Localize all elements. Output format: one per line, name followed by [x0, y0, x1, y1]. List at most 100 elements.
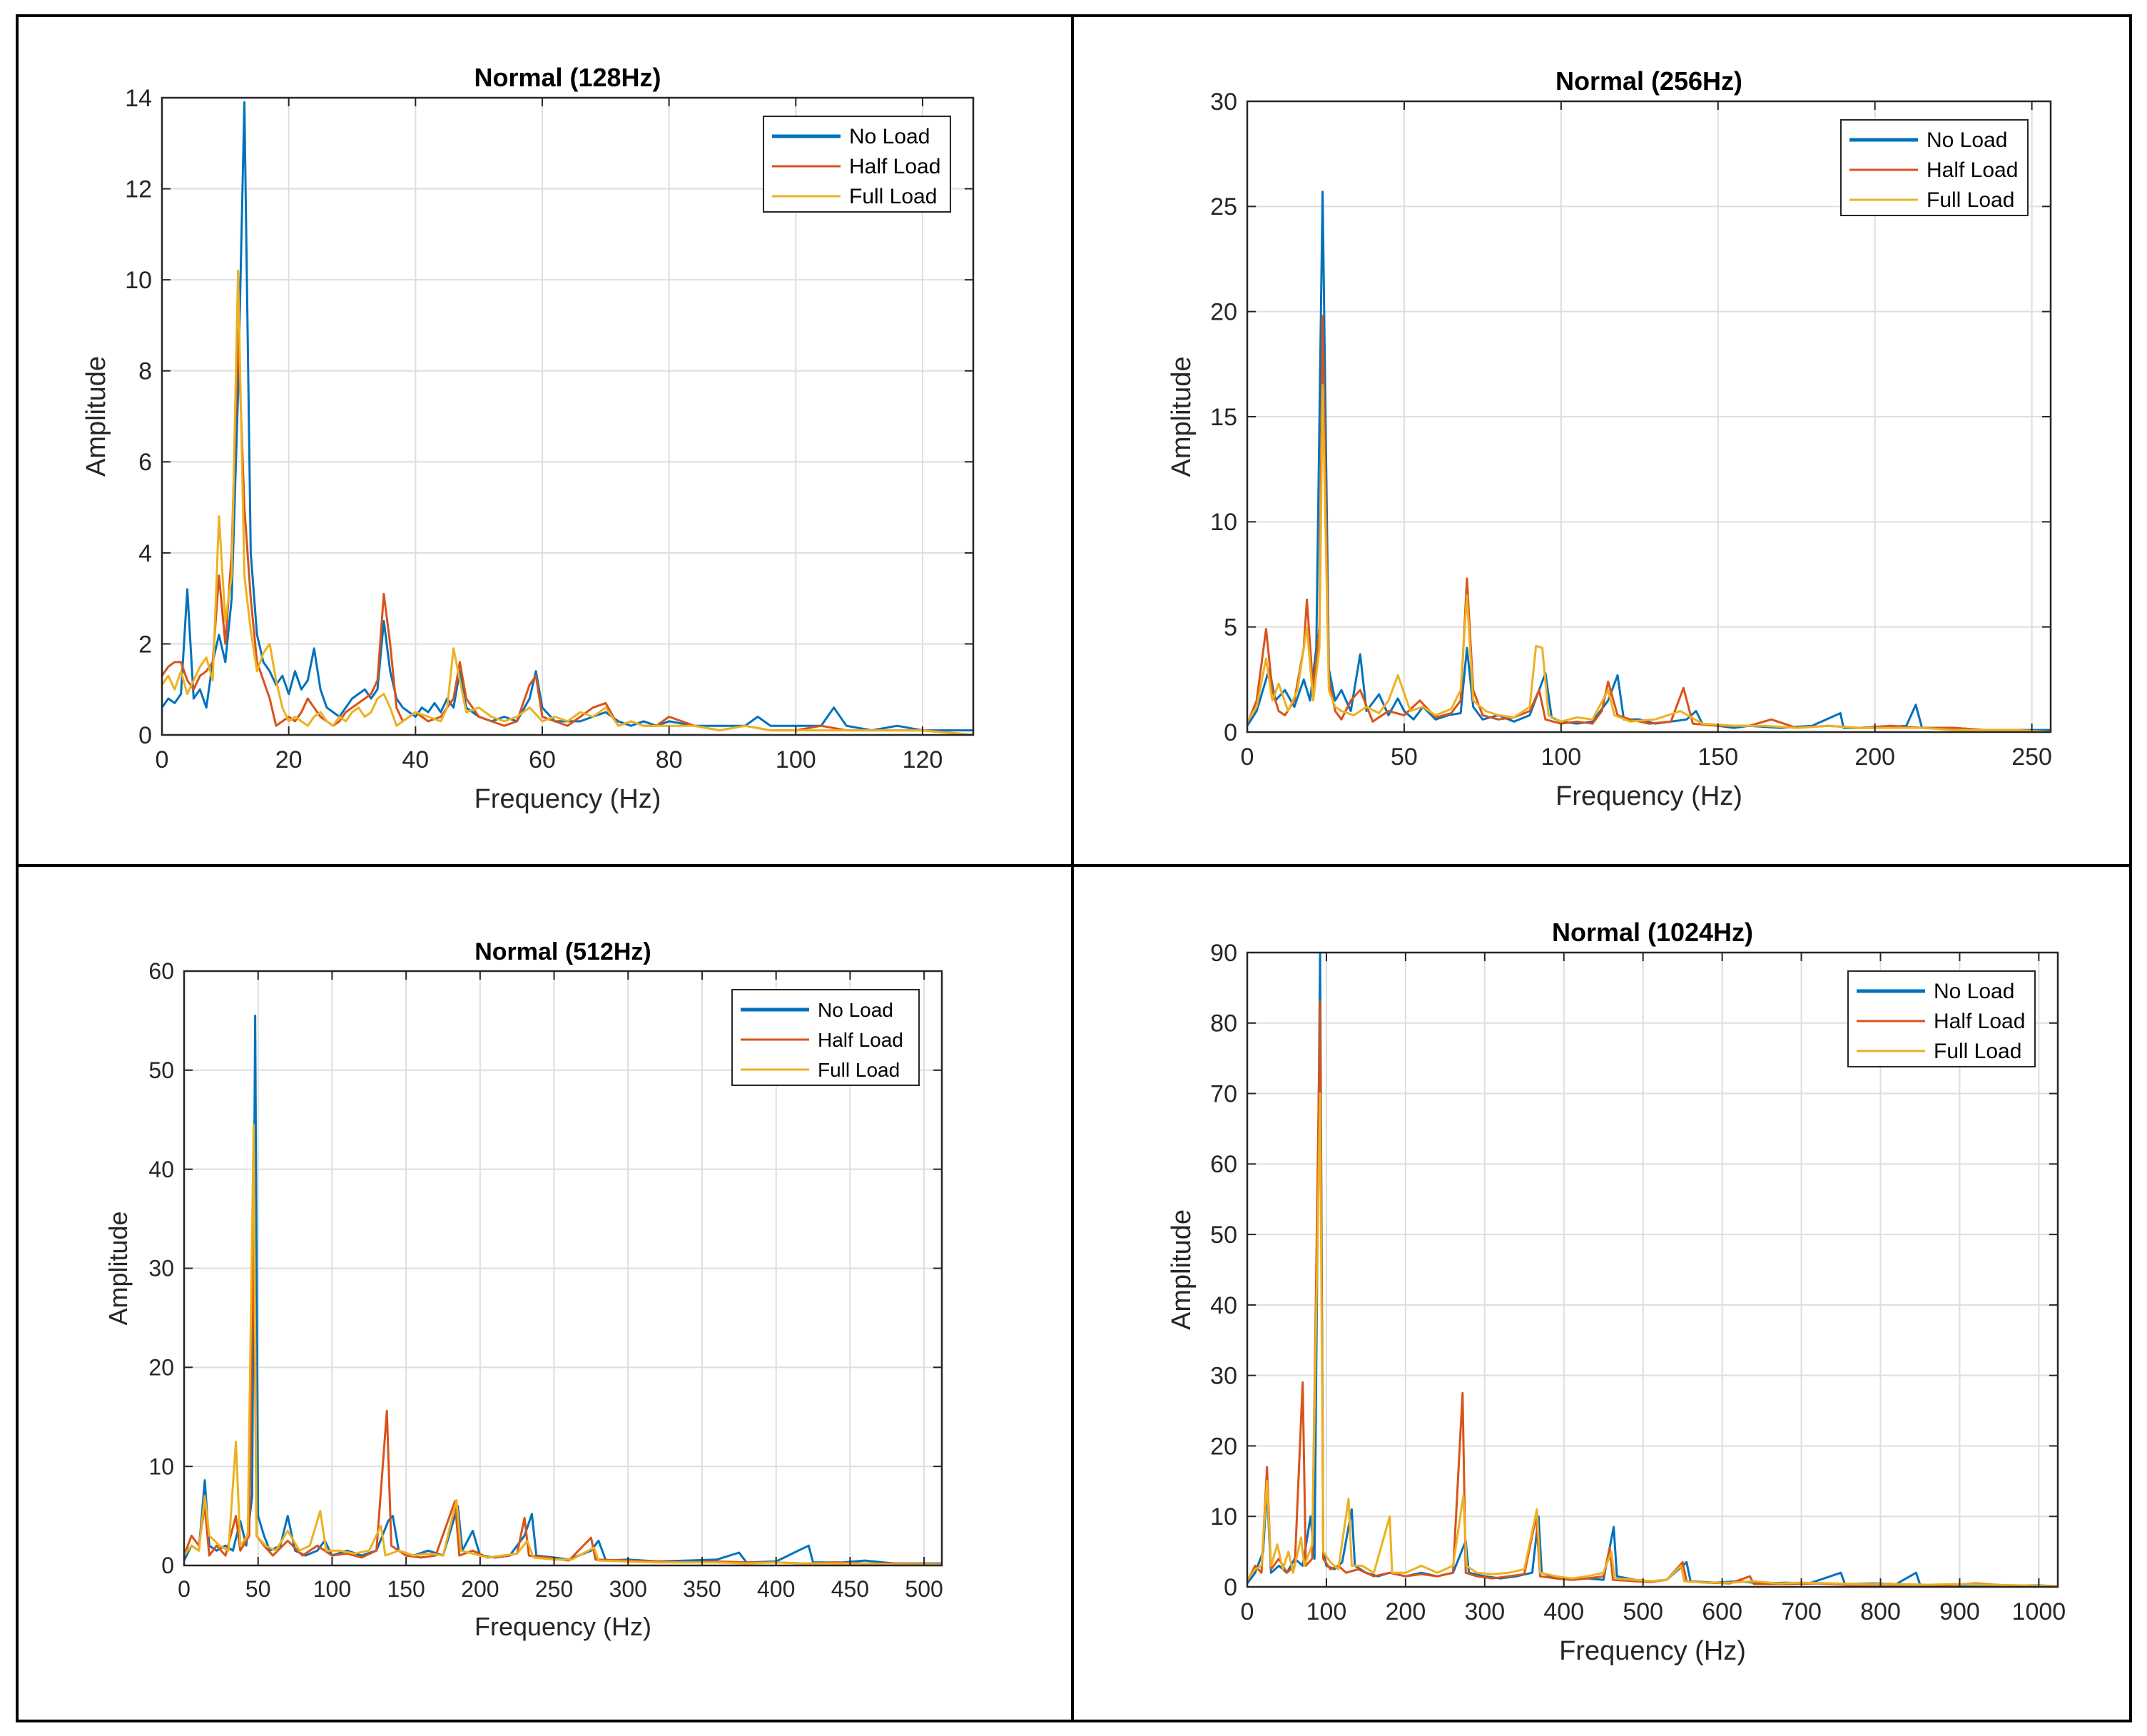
chart-panel-512hz: 0 50 100 150 200 250 300 350 400 450 500 0 10 20 30 40 5…	[103, 938, 943, 1641]
axes-box	[161, 96, 975, 736]
legend-label-no-load: No Load	[1927, 128, 2007, 152]
x-tick-label: 350	[683, 1576, 721, 1602]
legend-label-full-load: Full Load	[1927, 188, 2014, 212]
x-tick-label: 700	[1781, 1598, 1822, 1625]
chart-panel-128hz: 0 20 40 60 80 100 120 0 2 4 6 8 10 12 14 Normal (128Hz)…	[81, 63, 975, 814]
x-tick-label: 100	[1306, 1598, 1347, 1625]
y-tick-label: 10	[148, 1453, 174, 1479]
y-tick-label: 0	[161, 1553, 174, 1578]
x-tick-label: 50	[245, 1576, 271, 1602]
series-line-no-load	[162, 101, 973, 732]
legend-label-full-load: Full Load	[818, 1059, 900, 1081]
legend-label-half-load: Half Load	[1934, 1010, 2025, 1033]
x-tick-label: 50	[1391, 743, 1418, 771]
x-tick-label: 800	[1860, 1598, 1901, 1625]
chart-panel-1024hz: 0 100 200 300 400 500 600 700 800 900 1000 0 10 20 30 4…	[1167, 918, 2066, 1666]
x-axis-label: Frequency (Hz)	[474, 1612, 651, 1641]
axes-box	[1246, 951, 2059, 1588]
chart-title: Normal (1024Hz)	[1552, 918, 1753, 947]
x-tick-label: 200	[1854, 743, 1895, 771]
x-tick-label: 400	[757, 1576, 795, 1602]
chart-panel-256hz: 0 50 100 150 200 250 0 5 10 15 20 25 30 Normal (256Hz…	[1167, 66, 2052, 811]
series-group	[1247, 953, 2058, 1587]
y-tick-label: 5	[1224, 614, 1237, 641]
y-tick-label: 70	[1210, 1080, 1237, 1107]
y-tick-label: 8	[138, 358, 152, 385]
legend: No Load Half Load Full Load	[763, 116, 951, 213]
y-tick-label: 14	[125, 85, 152, 112]
y-tick-label: 0	[1224, 719, 1237, 746]
y-tick-label: 0	[138, 722, 152, 749]
x-tick-label: 100	[313, 1576, 351, 1602]
y-tick-label: 40	[148, 1157, 174, 1182]
x-tick-label: 100	[776, 746, 816, 773]
legend-label-full-load: Full Load	[849, 185, 937, 208]
series-line-full-load	[162, 269, 973, 735]
x-tick-label: 900	[1939, 1598, 1980, 1625]
x-tick-label: 100	[1541, 743, 1581, 771]
y-tick-label: 15	[1210, 404, 1237, 431]
chart-title: Normal (256Hz)	[1555, 66, 1742, 96]
y-tick-label: 0	[1224, 1574, 1237, 1601]
x-tick-label: 200	[461, 1576, 499, 1602]
y-tick-label: 2	[138, 631, 152, 658]
x-tick-label: 0	[178, 1576, 191, 1602]
legend-label-half-load: Half Load	[818, 1029, 903, 1051]
y-tick-label: 50	[1210, 1222, 1237, 1249]
y-tick-label: 4	[138, 540, 152, 567]
y-tick-label: 6	[138, 449, 152, 476]
y-tick-label: 10	[1210, 509, 1237, 536]
series-line-full-load	[1247, 1092, 2058, 1587]
chart-title: Normal (128Hz)	[474, 63, 661, 92]
x-tick-label: 400	[1543, 1598, 1584, 1625]
x-tick-label: 500	[905, 1576, 943, 1602]
y-tick-label: 10	[125, 267, 152, 294]
legend: No Load Half Load Full Load	[1840, 119, 2029, 216]
y-axis-label: Amplitude	[1167, 357, 1197, 477]
x-tick-label: 1000	[2012, 1598, 2066, 1625]
legend: No Load Half Load Full Load	[1847, 970, 2036, 1067]
x-tick-label: 300	[1464, 1598, 1505, 1625]
x-tick-label: 200	[1386, 1598, 1426, 1625]
y-tick-label: 50	[148, 1057, 174, 1083]
legend-label-full-load: Full Load	[1934, 1040, 2021, 1063]
x-tick-label: 60	[529, 746, 556, 773]
x-tick-label: 250	[2011, 743, 2052, 771]
series-group	[1247, 191, 2051, 732]
y-tick-label: 10	[1210, 1503, 1237, 1531]
chart-title: Normal (512Hz)	[474, 938, 651, 965]
legend-label-no-load: No Load	[849, 125, 930, 148]
legend-label-half-load: Half Load	[849, 155, 940, 178]
y-tick-label: 20	[1210, 299, 1237, 326]
series-line-half-load	[1247, 1000, 2058, 1587]
legend: No Load Half Load Full Load	[731, 989, 920, 1086]
x-tick-label: 40	[402, 746, 429, 773]
y-tick-label: 60	[1210, 1151, 1237, 1178]
x-tick-label: 0	[156, 746, 169, 773]
x-axis-label: Frequency (Hz)	[1555, 781, 1742, 811]
y-tick-label: 30	[1210, 88, 1237, 116]
y-axis-label: Amplitude	[1167, 1209, 1197, 1330]
x-tick-label: 150	[1697, 743, 1738, 771]
y-tick-label: 30	[148, 1256, 174, 1281]
x-tick-label: 0	[1241, 1598, 1254, 1625]
x-tick-label: 150	[387, 1576, 425, 1602]
y-tick-label: 20	[1210, 1433, 1237, 1460]
series-group	[162, 101, 973, 735]
legend-label-half-load: Half Load	[1927, 158, 2018, 182]
x-axis-label: Frequency (Hz)	[1559, 1636, 1746, 1666]
legend-label-no-load: No Load	[1934, 980, 2014, 1003]
x-tick-label: 120	[903, 746, 943, 773]
x-tick-label: 0	[1241, 743, 1254, 771]
y-tick-label: 12	[125, 176, 152, 203]
x-tick-label: 250	[535, 1576, 573, 1602]
legend-label-no-load: No Load	[818, 999, 893, 1021]
y-tick-label: 90	[1210, 940, 1237, 967]
y-axis-label: Amplitude	[81, 356, 111, 477]
y-tick-label: 20	[148, 1355, 174, 1381]
y-tick-label: 30	[1210, 1363, 1237, 1390]
y-tick-label: 25	[1210, 193, 1237, 220]
x-tick-label: 600	[1702, 1598, 1742, 1625]
